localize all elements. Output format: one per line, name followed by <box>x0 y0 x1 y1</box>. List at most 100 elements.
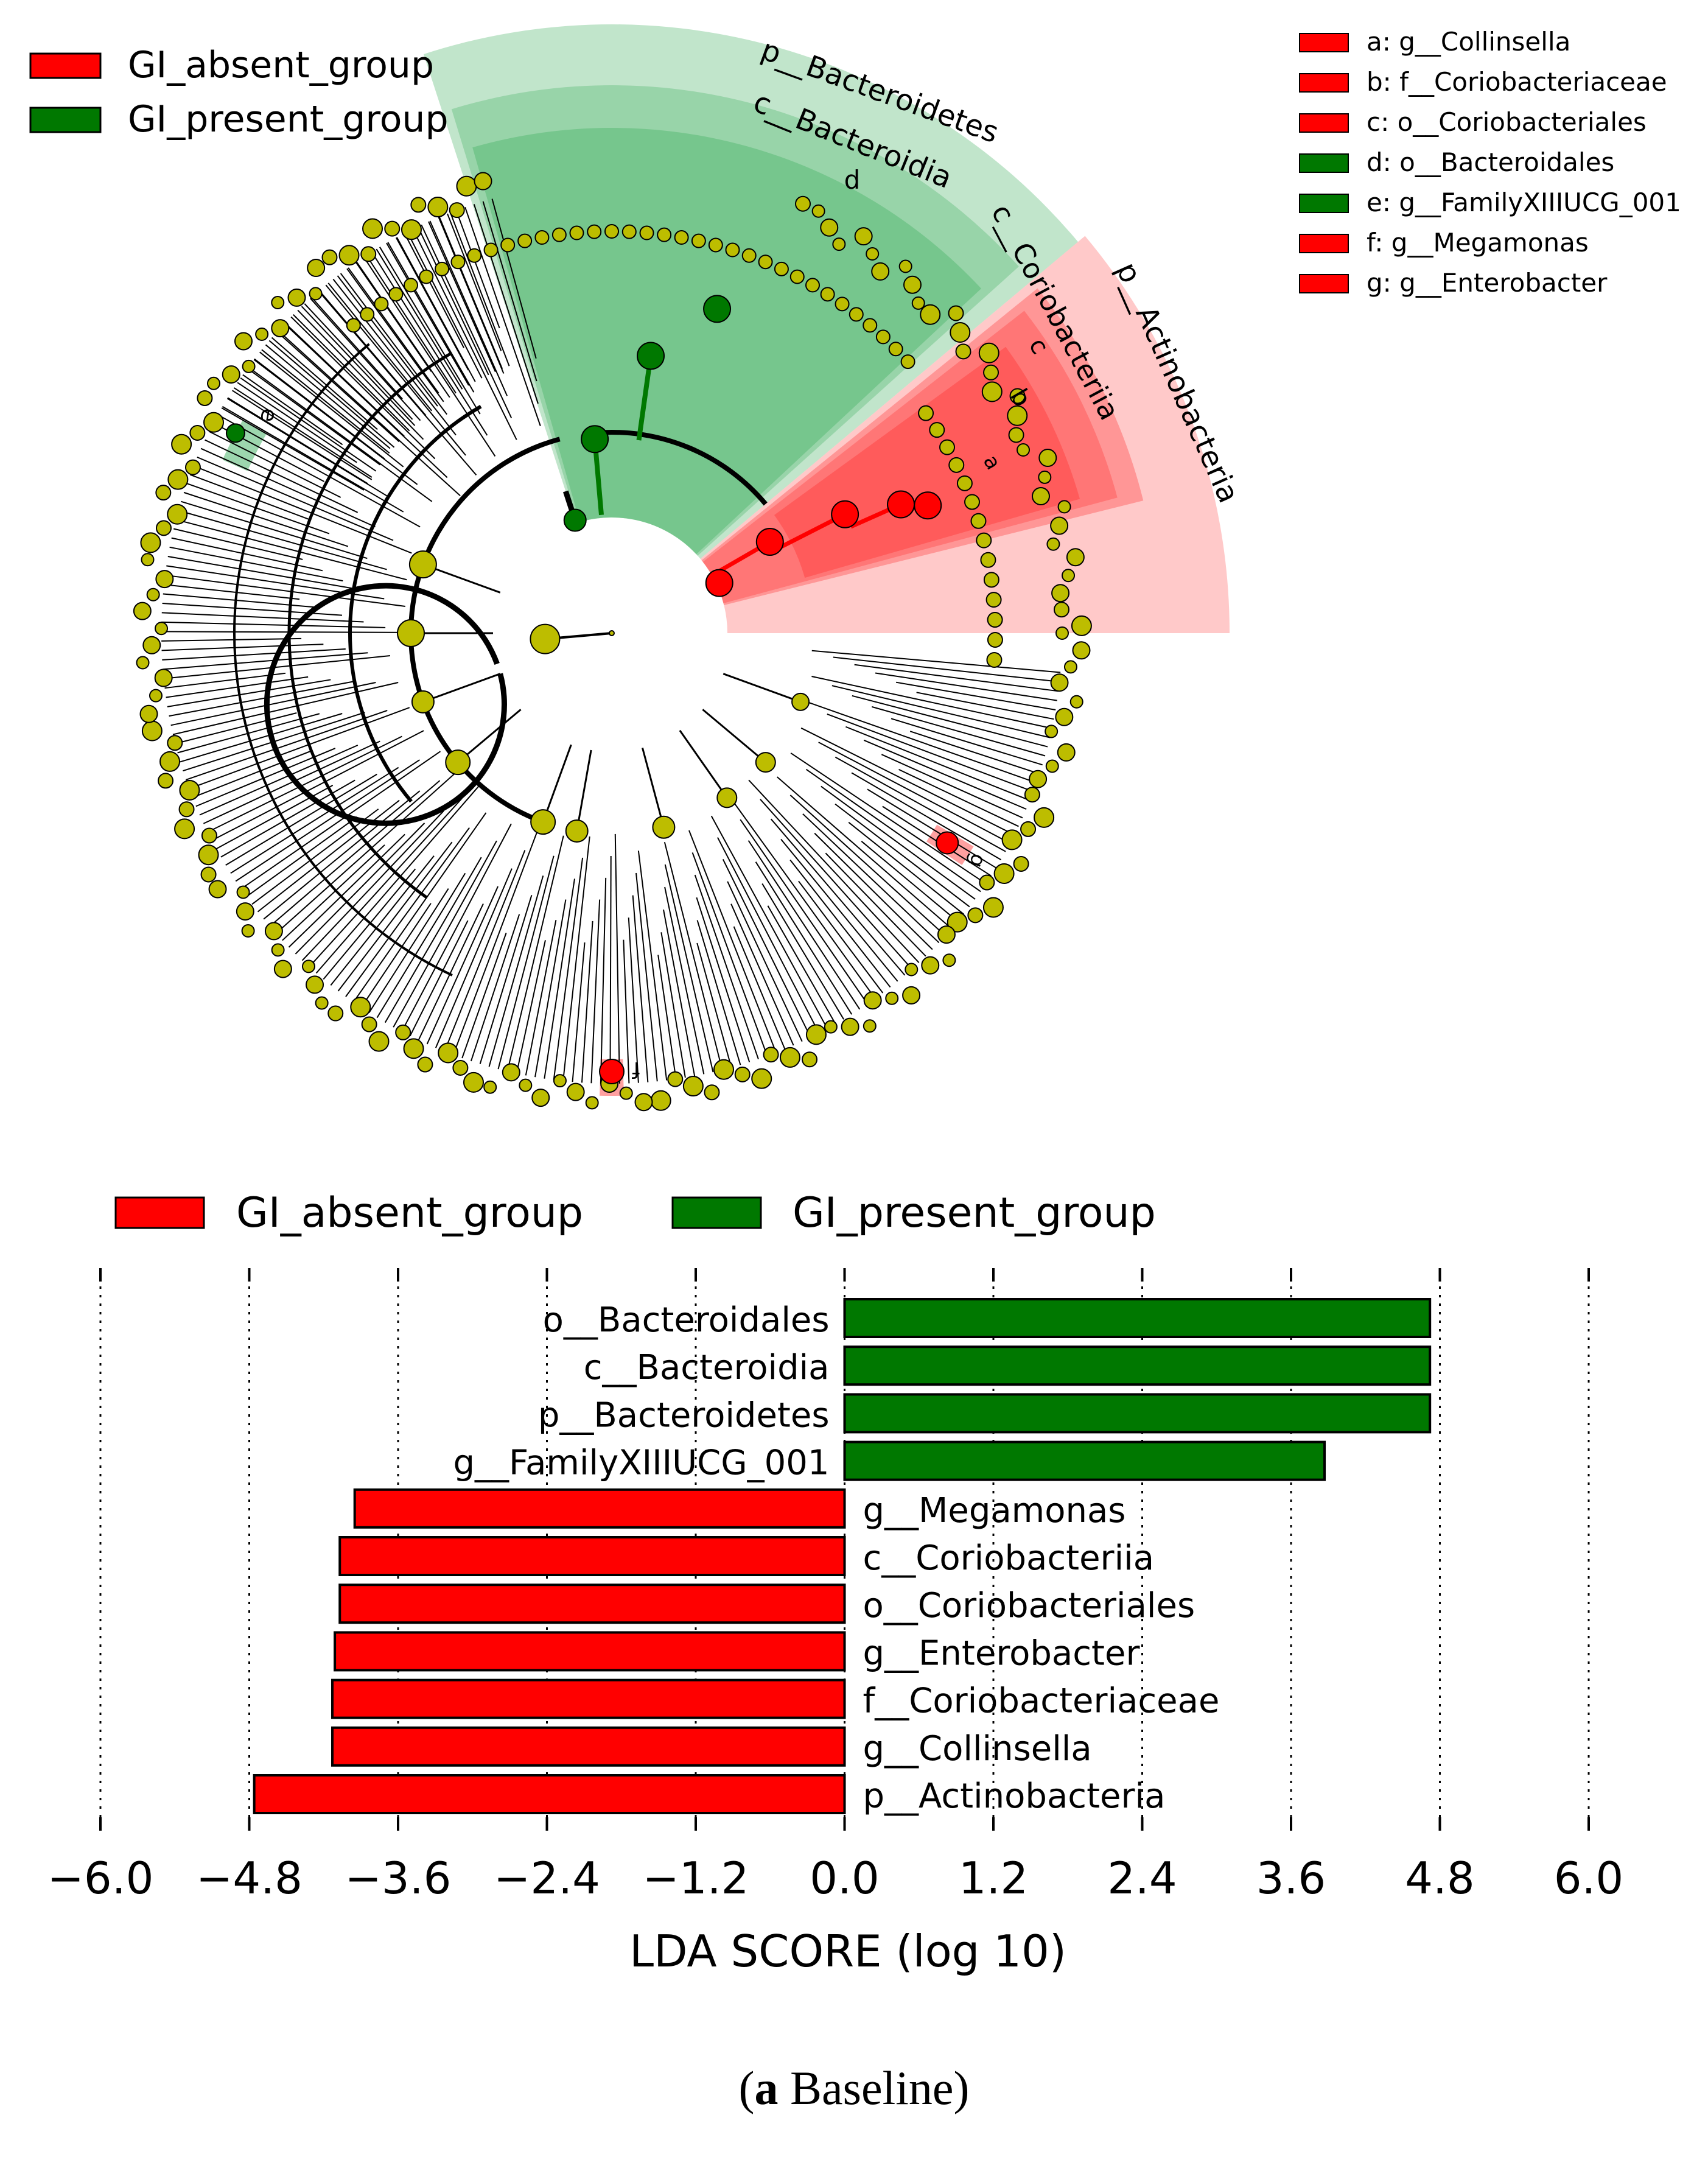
tree-edge <box>309 798 463 967</box>
key-label: c: o__Coriobacteriales <box>1367 107 1647 137</box>
tree-node <box>976 532 992 549</box>
tree-node <box>171 433 192 455</box>
tree-node <box>887 490 915 519</box>
tree-edge <box>730 798 876 999</box>
tree-edge <box>233 387 373 478</box>
tree-node <box>445 749 471 776</box>
clade-label-f: f <box>631 1057 640 1082</box>
tree-edge <box>199 745 359 816</box>
tree-node <box>155 520 172 536</box>
tree-node <box>502 1063 520 1082</box>
tree-node <box>1050 673 1069 692</box>
tree-node <box>551 227 567 242</box>
tree-edge <box>760 799 912 970</box>
tree-edge <box>464 206 541 426</box>
bar-legend-swatch-absent <box>114 1196 205 1229</box>
tree-node <box>1024 787 1040 803</box>
legend-label-absent: GI_absent_group <box>128 44 434 86</box>
tree-edge <box>162 602 343 616</box>
tree-edge <box>660 932 686 1078</box>
tree-edge <box>337 275 438 407</box>
tree-node <box>981 381 1003 402</box>
tree-node <box>637 342 665 370</box>
tree-node <box>929 422 945 438</box>
tree-edge <box>254 358 385 460</box>
lda-bar-chart: GI_absent_group GI_present_group o__Bact… <box>47 1189 1624 1977</box>
tree-edge <box>368 888 449 1013</box>
tree-edge <box>304 303 413 420</box>
tree-edge <box>696 942 732 1068</box>
tree-node <box>1045 759 1059 773</box>
tree-node <box>918 405 934 421</box>
tree-edge <box>871 706 1046 757</box>
clade-label-d: d <box>844 165 861 195</box>
tree-edge <box>417 226 489 376</box>
tree-node <box>866 247 880 261</box>
tree-node <box>519 1078 533 1092</box>
tree-node <box>1008 427 1024 443</box>
tree-node <box>271 943 285 957</box>
x-tick-label: 1.2 <box>959 1853 1029 1904</box>
tree-edge <box>363 256 496 457</box>
tree-edge <box>222 405 404 513</box>
tree-node <box>483 1080 497 1094</box>
tree-edge <box>867 788 997 869</box>
tree-node <box>650 1090 671 1111</box>
tree-node <box>841 1017 859 1036</box>
tree-node <box>725 242 740 258</box>
tree-node <box>713 1059 735 1080</box>
tree-node <box>158 773 174 789</box>
tree-node <box>321 249 338 265</box>
tree-edge <box>404 233 464 348</box>
tree-node <box>1063 660 1077 674</box>
tree-edge <box>623 939 630 1084</box>
tree-node <box>517 233 533 248</box>
tree-node <box>585 1096 599 1110</box>
tree-node <box>863 318 878 333</box>
tree-edge <box>790 752 987 885</box>
caption-letter: a <box>754 2061 779 2114</box>
tree-node <box>741 248 757 263</box>
key-label: e: g__FamilyXIIIUCG_001 <box>1367 188 1681 217</box>
tree-edge <box>831 685 1051 738</box>
bar-label: o__Coriobacteriales <box>863 1586 1195 1626</box>
tree-edge <box>497 855 555 1070</box>
tree-edge <box>590 899 601 1084</box>
tree-node <box>682 1076 704 1097</box>
bar-label: c__Bacteroidia <box>584 1348 830 1387</box>
tree-node <box>141 720 163 742</box>
tree-edge <box>366 254 457 394</box>
tree-edge <box>881 754 1023 819</box>
tree-edge <box>278 330 461 497</box>
tree-node <box>327 1005 344 1022</box>
bar-labels: o__Bacteroidales c__Bacteroidia p__Bactero… <box>453 1300 1219 1816</box>
tree-edge <box>916 692 1054 720</box>
tree-node <box>950 322 971 343</box>
tree-node <box>566 1082 585 1101</box>
bar-label: c__Coriobacteriia <box>863 1538 1155 1578</box>
tree-node <box>986 651 1003 668</box>
tree-node <box>1053 602 1069 618</box>
tree-node <box>1050 516 1069 535</box>
tree-edge <box>428 221 496 373</box>
tree-node <box>1069 695 1083 709</box>
tree-edge <box>161 612 364 623</box>
tree-node <box>1009 388 1026 404</box>
tree-node <box>435 261 450 276</box>
tree-edge <box>393 840 497 1028</box>
tree-edge <box>217 414 421 528</box>
tree-node <box>1045 724 1059 738</box>
tree-edge <box>185 710 388 780</box>
tree-node <box>438 1042 459 1064</box>
x-tick-label: 0.0 <box>810 1853 880 1904</box>
tree-edge <box>183 491 349 547</box>
tree-node <box>755 528 784 556</box>
tree-edge <box>802 813 940 944</box>
bar <box>843 1393 1432 1434</box>
bar <box>334 1631 846 1672</box>
tree-edge <box>418 903 484 1040</box>
tree-node <box>338 245 360 266</box>
legend-label-present: GI_present_group <box>128 98 449 141</box>
tree-edge <box>733 926 786 1050</box>
tree-edge <box>384 857 482 1023</box>
